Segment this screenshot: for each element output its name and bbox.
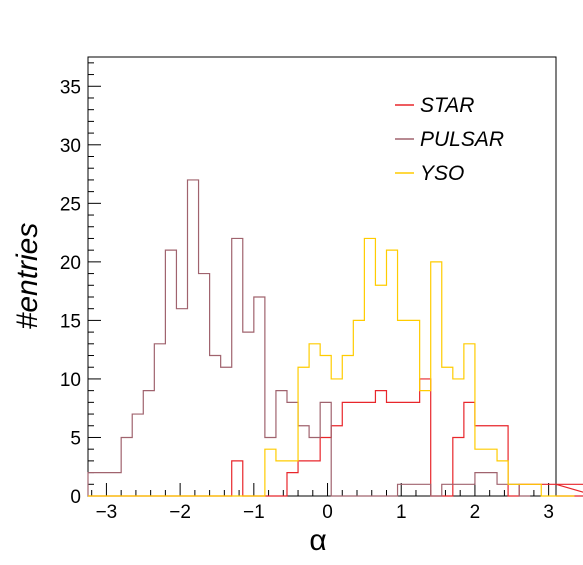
plot-frame [87, 56, 557, 497]
x-tick-label: −2 [169, 502, 191, 523]
x-axis-title: α [309, 524, 326, 557]
x-tick-label: 3 [543, 502, 554, 523]
y-tick-label: 35 [60, 77, 81, 98]
x-tick-label: −1 [243, 502, 265, 523]
legend-label-pulsar: PULSAR [420, 128, 504, 151]
y-tick-label: 15 [60, 311, 81, 332]
y-tick-label: 30 [60, 136, 81, 157]
x-tick-label: −3 [96, 502, 118, 523]
y-tick-label: 0 [70, 487, 81, 508]
y-tick-label: 5 [70, 428, 81, 449]
y-tick-label: 25 [60, 194, 81, 215]
y-axis-title: #entries [11, 223, 44, 330]
legend: STAR PULSAR YSO [395, 94, 504, 185]
x-tick-label: 2 [470, 502, 481, 523]
series-pulsar-histogram [87, 179, 531, 497]
y-tick-label: 20 [60, 253, 81, 274]
series-yso-histogram [88, 237, 575, 497]
y-tick-label: 10 [60, 370, 81, 391]
legend-label-star: STAR [420, 94, 474, 117]
legend-label-yso: YSO [420, 162, 464, 185]
series-star-histogram [88, 378, 583, 497]
x-tick-label: 0 [322, 502, 333, 523]
series-layer [87, 179, 583, 497]
x-tick-label: 1 [396, 502, 407, 523]
